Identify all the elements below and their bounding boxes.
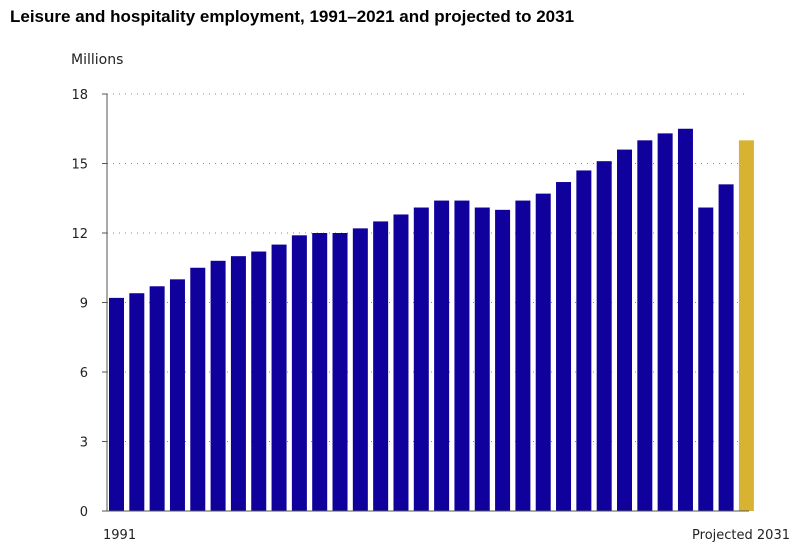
y-tick-label: 12: [71, 227, 88, 242]
bar-2013: [556, 182, 572, 511]
y-tick-label: 9: [80, 297, 88, 312]
bar-2011: [515, 200, 531, 511]
y-tick-label: 6: [80, 366, 88, 381]
bar-1995: [190, 267, 206, 511]
bar-projected-2031: [738, 140, 754, 511]
bar-2017: [637, 140, 653, 511]
bar-2016: [617, 149, 632, 511]
bar-2012: [535, 193, 551, 511]
y-tick-label: 0: [80, 505, 88, 520]
bars: [109, 128, 754, 512]
bar-2015: [596, 161, 612, 511]
x-tick-label-first: 1991: [103, 528, 136, 543]
chart-title: Leisure and hospitality employment, 1991…: [10, 7, 575, 26]
bar-1993: [149, 286, 165, 511]
bar-2014: [576, 170, 592, 511]
y-tick-label: 3: [80, 436, 88, 451]
bar-2004: [373, 221, 389, 512]
y-tick-label: 15: [71, 158, 88, 173]
bar-2009: [474, 207, 490, 511]
bar-1994: [169, 279, 185, 511]
bar-1991: [109, 297, 124, 511]
bar-2007: [434, 200, 450, 511]
bar-2008: [454, 200, 470, 511]
bar-1996: [210, 260, 226, 511]
bar-2018: [657, 133, 673, 511]
bar-2005: [393, 214, 409, 511]
bar-1999: [271, 244, 287, 511]
bar-2000: [291, 235, 307, 511]
bar-2019: [677, 128, 693, 511]
y-axis-title: Millions: [71, 52, 123, 68]
bar-2002: [332, 233, 348, 511]
bar-2020: [698, 207, 714, 511]
bar-1998: [251, 251, 267, 511]
y-tick-label: 18: [71, 88, 88, 103]
bar-2003: [352, 228, 368, 511]
bar-1992: [129, 293, 145, 511]
bar-2001: [312, 233, 328, 511]
bar-2010: [495, 209, 511, 511]
x-tick-label-last: Projected 2031: [692, 528, 790, 543]
y-axis-ticks: 0 3 6 9 12 15 18: [71, 88, 107, 520]
bar-1997: [230, 256, 246, 511]
bar-2021: [718, 184, 734, 511]
bar-2006: [413, 207, 429, 511]
